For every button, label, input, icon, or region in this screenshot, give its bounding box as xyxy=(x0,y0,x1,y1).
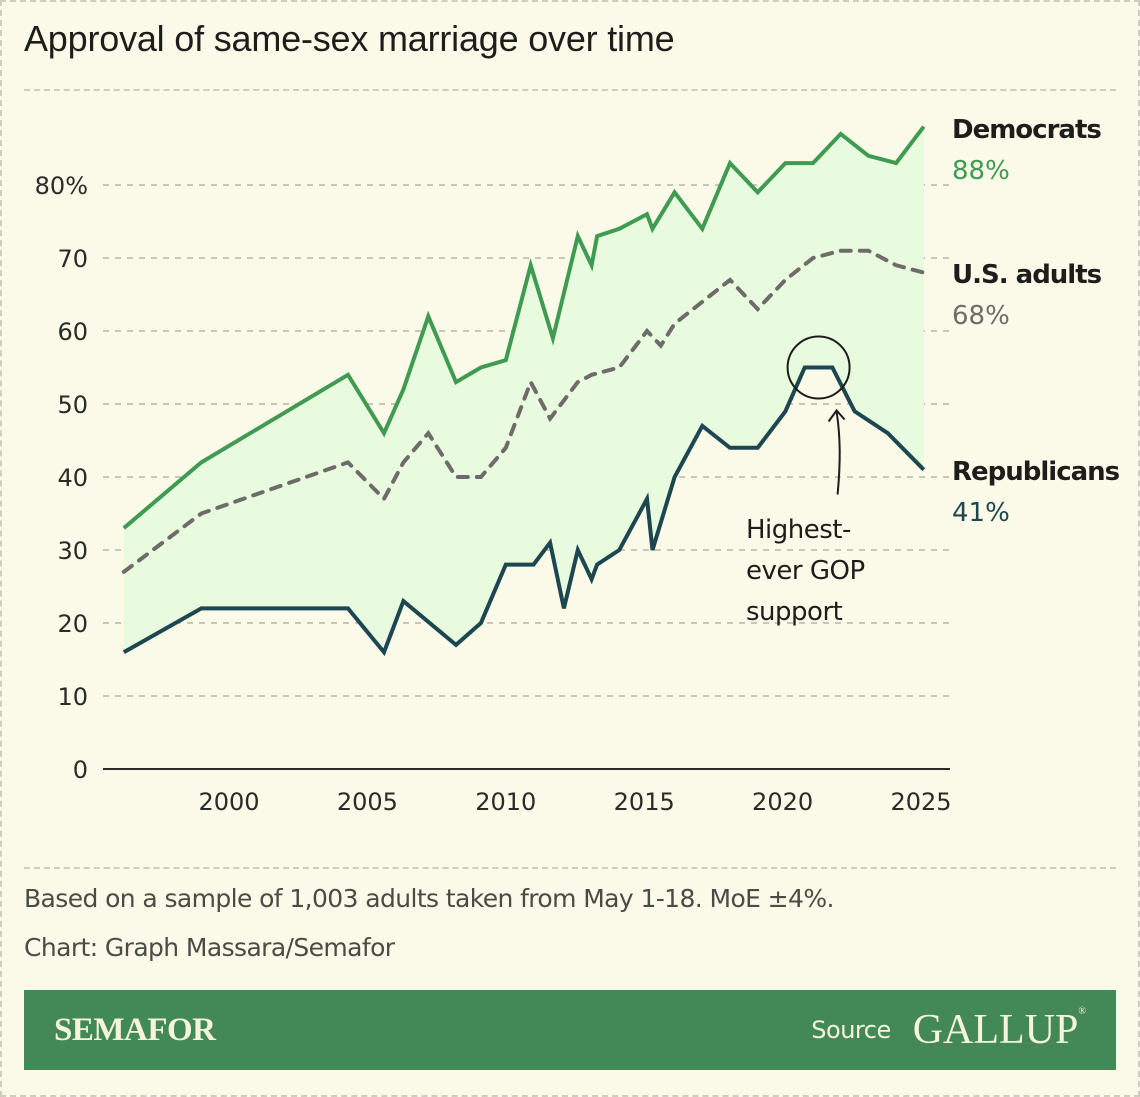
arrow-head-icon xyxy=(827,408,846,423)
x-tick-label: 2015 xyxy=(614,788,675,816)
semafor-logo: SEMAFOR xyxy=(54,1011,216,1048)
source-label: Source xyxy=(811,1016,891,1044)
annotation-text: ever GOP xyxy=(746,556,865,586)
annotation-arrow xyxy=(835,411,841,495)
us-adults-line xyxy=(121,248,926,574)
x-tick-label: 2025 xyxy=(890,788,951,816)
y-tick-label: 60 xyxy=(57,318,88,346)
x-axis-ticks: 2000 2005 2010 2015 2020 2025 xyxy=(198,788,951,816)
y-tick-label: 30 xyxy=(57,537,88,565)
registered-mark: ® xyxy=(1078,1006,1086,1017)
y-tick-label: 0 xyxy=(73,756,88,784)
y-tick-label: 10 xyxy=(57,683,88,711)
shaded-band xyxy=(123,126,924,653)
y-tick-label: 50 xyxy=(57,391,88,419)
dem-rep-band xyxy=(123,126,924,653)
republicans-line xyxy=(122,365,926,657)
y-axis-ticks: 0 10 20 30 40 50 60 70 80% xyxy=(35,172,88,784)
footer-banner: SEMAFOR Source GALLUP® xyxy=(24,990,1116,1070)
republicans-value: 41% xyxy=(952,498,1010,528)
series-lines xyxy=(121,125,926,657)
x-tick-label: 2005 xyxy=(337,788,398,816)
sample-note: Based on a sample of 1,003 adults taken … xyxy=(24,884,834,913)
gallup-wordmark: GALLUP xyxy=(912,1007,1079,1053)
y-tick-label: 20 xyxy=(57,610,88,638)
gallup-logo: GALLUP® xyxy=(913,1006,1086,1054)
republicans-label: Republicans xyxy=(952,457,1120,487)
x-tick-label: 2010 xyxy=(475,788,536,816)
annotation: Highest-ever GOP support xyxy=(746,335,865,627)
peak-highlight-circle xyxy=(786,335,851,400)
x-tick-label: 2020 xyxy=(752,788,813,816)
democrats-line xyxy=(122,125,926,530)
series-labels: Democrats 88% U.S. adults 68% Republicans 41% xyxy=(952,115,1121,528)
y-tick-label: 40 xyxy=(57,464,88,492)
footer-divider xyxy=(24,867,1116,869)
chart-credit: Chart: Graph Massara/Semafor xyxy=(24,933,395,962)
annotation-text: Highest- xyxy=(746,515,851,545)
y-tick-label: 70 xyxy=(57,245,88,273)
us-adults-value: 68% xyxy=(952,301,1010,331)
democrats-value: 88% xyxy=(952,156,1010,186)
header-divider xyxy=(24,89,1116,91)
chart-title: Approval of same-sex marriage over time xyxy=(24,18,675,59)
us-adults-label: U.S. adults xyxy=(952,260,1102,290)
democrats-label: Democrats xyxy=(952,115,1101,145)
y-tick-label: 80% xyxy=(35,172,88,200)
source-credit: Source GALLUP® xyxy=(811,1006,1086,1054)
x-tick-label: 2000 xyxy=(198,788,259,816)
annotation-text: support xyxy=(746,597,843,627)
